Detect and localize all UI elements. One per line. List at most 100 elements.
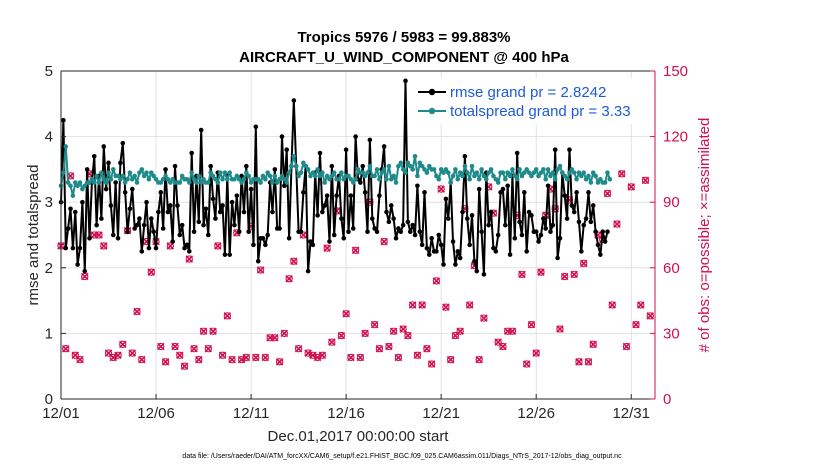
series-point-0 xyxy=(574,190,579,195)
series-point-1 xyxy=(165,176,171,182)
series-point-0 xyxy=(110,232,116,238)
series-point-1 xyxy=(403,170,408,175)
series-point-0 xyxy=(84,167,90,172)
series-point-0 xyxy=(120,140,126,146)
obs-possible-marker xyxy=(361,329,369,338)
series-point-1 xyxy=(583,176,589,182)
series-point-0 xyxy=(87,235,92,241)
series-point-1 xyxy=(377,176,382,182)
legend-marker-rmse xyxy=(428,88,436,96)
series-point-1 xyxy=(108,176,114,182)
series-point-1 xyxy=(265,170,271,175)
series-point-1 xyxy=(533,167,539,172)
series-point-0 xyxy=(341,235,347,241)
series-point-0 xyxy=(334,193,339,198)
series-point-0 xyxy=(474,268,480,274)
series-point-1 xyxy=(481,173,487,179)
series-point-1 xyxy=(63,144,69,149)
series-point-1 xyxy=(445,170,451,175)
series-point-0 xyxy=(405,219,411,225)
series-point-1 xyxy=(272,173,278,179)
series-point-0 xyxy=(265,232,271,238)
obs-possible-marker xyxy=(508,327,517,335)
series-point-0 xyxy=(315,213,320,218)
series-point-1 xyxy=(576,170,582,175)
series-point-0 xyxy=(453,262,458,267)
series-point-1 xyxy=(391,173,396,179)
series-point-1 xyxy=(453,167,458,172)
series-point-0 xyxy=(438,242,444,248)
obs-possible-marker xyxy=(195,355,203,364)
series-point-1 xyxy=(495,180,501,185)
series-point-1 xyxy=(557,163,563,169)
series-point-1 xyxy=(479,167,484,172)
series-point-0 xyxy=(206,232,211,238)
obs-assimilated-marker xyxy=(437,185,445,193)
series-point-0 xyxy=(598,252,603,257)
series-point-1 xyxy=(244,170,249,175)
series-point-1 xyxy=(526,170,532,175)
obs-assimilated-marker xyxy=(100,242,108,250)
series-point-1 xyxy=(148,170,154,175)
series-point-1 xyxy=(132,173,137,179)
x-tick-label: 12/11 xyxy=(233,405,269,422)
series-point-1 xyxy=(367,163,373,169)
obs-possible-marker xyxy=(218,351,227,359)
obs-assimilated-marker xyxy=(261,353,270,362)
obs-possible-marker xyxy=(499,342,507,351)
obs-possible-marker xyxy=(428,360,436,368)
obs-possible-marker xyxy=(418,301,426,309)
obs-possible-marker xyxy=(603,189,612,198)
series-point-0 xyxy=(367,137,373,143)
series-point-1 xyxy=(574,176,579,182)
series-point-0 xyxy=(386,219,392,225)
series-point-0 xyxy=(365,229,370,235)
series-point-0 xyxy=(422,190,427,195)
series-point-0 xyxy=(148,216,154,221)
y2-tick-label: 30 xyxy=(663,325,680,342)
series-point-1 xyxy=(586,173,591,179)
series-point-0 xyxy=(277,226,282,231)
series-point-1 xyxy=(581,170,587,175)
series-point-1 xyxy=(602,180,608,185)
obs-assimilated-marker xyxy=(161,358,170,366)
chart-subtitle: AIRCRAFT_U_WIND_COMPONENT @ 400 hPa xyxy=(239,49,569,66)
series-point-0 xyxy=(175,203,180,208)
series-point-1 xyxy=(331,170,337,175)
series-point-0 xyxy=(481,272,487,277)
series-point-1 xyxy=(270,180,275,185)
series-point-1 xyxy=(531,170,537,175)
series-point-1 xyxy=(160,176,166,182)
obs-possible-marker xyxy=(290,257,298,265)
series-point-0 xyxy=(557,235,563,241)
series-point-0 xyxy=(417,229,423,235)
series-point-0 xyxy=(122,190,128,195)
series-point-0 xyxy=(108,203,114,208)
series-point-0 xyxy=(160,226,166,231)
series-point-1 xyxy=(232,176,237,182)
series-point-0 xyxy=(61,117,66,123)
series-point-0 xyxy=(533,229,539,235)
series-point-0 xyxy=(82,268,88,274)
series-point-1 xyxy=(560,170,565,175)
series-point-1 xyxy=(87,180,92,185)
obs-possible-marker xyxy=(641,176,650,184)
series-point-0 xyxy=(220,203,225,208)
series-point-0 xyxy=(327,239,332,244)
series-point-0 xyxy=(310,242,316,248)
series-point-0 xyxy=(146,245,152,251)
obs-assimilated-marker xyxy=(204,344,213,353)
series-point-0 xyxy=(500,186,506,192)
series-point-0 xyxy=(476,186,482,192)
series-point-0 xyxy=(99,216,104,221)
obs-assimilated-marker xyxy=(337,331,346,340)
obs-assimilated-marker xyxy=(228,355,236,364)
obs-possible-marker xyxy=(423,345,431,353)
series-point-1 xyxy=(548,173,553,179)
obs-possible-marker xyxy=(81,272,89,281)
series-point-1 xyxy=(279,173,285,179)
x-tick-label: 12/01 xyxy=(42,405,80,422)
series-point-0 xyxy=(469,213,475,218)
y2-tick-label: 0 xyxy=(663,391,671,408)
series-point-1 xyxy=(486,170,491,175)
